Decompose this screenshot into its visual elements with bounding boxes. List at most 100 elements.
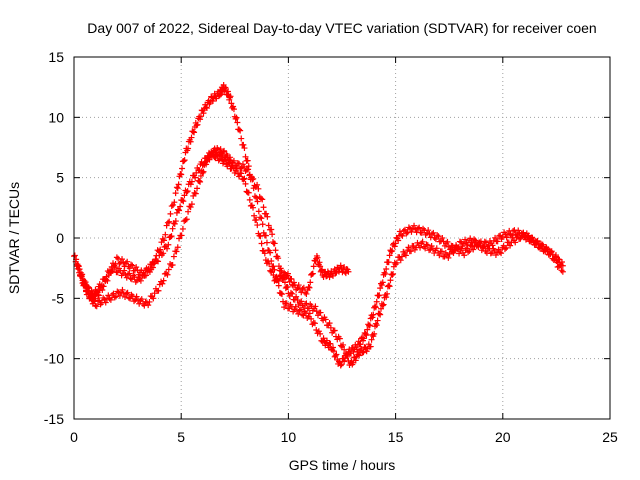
data-point — [416, 224, 423, 231]
data-point — [125, 271, 132, 278]
data-point — [283, 300, 290, 307]
data-point — [386, 252, 393, 259]
data-point — [295, 310, 302, 317]
data-point — [221, 157, 228, 164]
data-point — [476, 239, 483, 246]
data-point — [183, 216, 190, 223]
data-point — [224, 91, 231, 98]
data-point — [124, 289, 131, 296]
data-point — [548, 249, 555, 256]
data-point — [155, 258, 162, 265]
data-point — [259, 221, 266, 228]
data-point — [174, 185, 181, 192]
data-point — [222, 156, 229, 163]
data-point — [501, 246, 508, 253]
data-point — [90, 295, 97, 302]
data-point — [92, 302, 99, 309]
data-point — [292, 303, 299, 310]
data-point — [245, 163, 252, 170]
data-point — [174, 244, 181, 251]
data-point — [193, 122, 200, 129]
data-point — [492, 251, 499, 258]
data-point — [275, 255, 282, 262]
data-point — [103, 273, 110, 280]
data-point — [106, 295, 113, 302]
data-point — [456, 238, 463, 245]
data-point — [379, 302, 386, 309]
y-axis-label: SDTVAR / TECUs — [6, 182, 22, 294]
data-point — [307, 279, 314, 286]
data-point — [310, 263, 317, 270]
data-point — [277, 290, 284, 297]
data-point — [188, 201, 195, 208]
data-point — [332, 352, 339, 359]
data-point — [341, 346, 348, 353]
data-point — [373, 322, 380, 329]
data-point — [184, 188, 191, 195]
data-point — [255, 208, 262, 215]
data-point — [95, 298, 102, 305]
data-point — [254, 198, 261, 205]
data-point — [258, 240, 265, 247]
data-point — [227, 93, 234, 100]
data-point — [200, 160, 207, 167]
data-point — [232, 115, 239, 122]
data-point — [187, 204, 194, 211]
data-point — [81, 280, 88, 287]
data-point — [224, 88, 231, 95]
data-point — [379, 279, 386, 286]
data-point — [264, 213, 271, 220]
data-point — [166, 218, 173, 225]
data-point — [129, 262, 136, 269]
data-point — [439, 234, 446, 241]
data-point — [192, 174, 199, 181]
data-point — [303, 290, 310, 297]
data-point — [234, 160, 241, 167]
data-point — [383, 265, 390, 272]
data-point — [320, 335, 327, 342]
data-point — [241, 145, 248, 152]
data-point — [227, 154, 234, 161]
data-point — [355, 351, 362, 358]
data-point — [465, 249, 472, 256]
data-point — [161, 237, 168, 244]
data-point — [160, 277, 167, 284]
data-point — [167, 210, 174, 217]
data-point — [113, 293, 120, 300]
data-point — [376, 310, 383, 317]
data-point — [389, 247, 396, 254]
data-point — [170, 253, 177, 260]
data-point — [265, 258, 272, 265]
data-point — [425, 227, 432, 234]
data-point — [191, 129, 198, 136]
data-point — [303, 300, 310, 307]
data-point — [284, 283, 291, 290]
y-tick-labels: -15 -10 -5 0 5 10 15 — [44, 49, 64, 427]
data-point — [337, 262, 344, 269]
data-point — [383, 294, 390, 301]
data-point — [179, 197, 186, 204]
data-point — [208, 153, 215, 160]
data-point — [526, 238, 533, 245]
data-point — [377, 311, 384, 318]
data-point — [196, 167, 203, 174]
data-point — [171, 220, 178, 227]
data-point — [257, 233, 264, 240]
data-point — [172, 218, 179, 225]
data-point — [376, 292, 383, 299]
data-point — [124, 258, 131, 265]
data-point — [429, 231, 436, 238]
data-point — [289, 290, 296, 297]
data-point — [209, 97, 216, 104]
y-tick-label: 10 — [48, 109, 64, 125]
data-point — [178, 171, 185, 178]
data-point — [331, 327, 338, 334]
data-point — [411, 222, 418, 229]
data-point — [316, 259, 323, 266]
data-point — [254, 181, 261, 188]
data-point — [71, 252, 78, 259]
data-point — [127, 275, 134, 282]
data-point — [187, 138, 194, 145]
data-point — [269, 231, 276, 238]
data-point — [145, 302, 152, 309]
